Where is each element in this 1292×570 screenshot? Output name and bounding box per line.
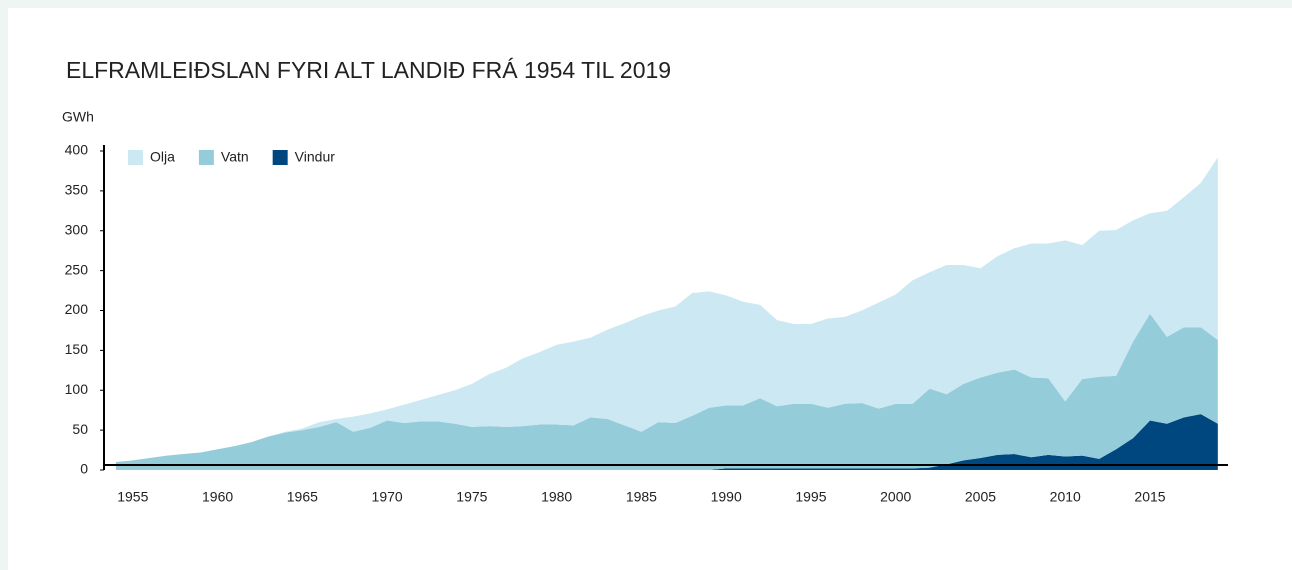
- legend-label: Olja: [150, 149, 175, 165]
- legend-swatch: [128, 150, 143, 165]
- y-tick-label: 0: [80, 461, 88, 477]
- chart-title: ELFRAMLEIÐSLAN FYRI ALT LANDIÐ FRÁ 1954 …: [66, 57, 671, 83]
- x-tick-label: 1970: [372, 489, 403, 505]
- x-tick-label: 1980: [541, 489, 572, 505]
- y-axis-label: GWh: [62, 109, 94, 125]
- x-tick-label: 2010: [1050, 489, 1081, 505]
- legend-label: Vatn: [221, 149, 249, 165]
- x-tick-label: 1975: [456, 489, 487, 505]
- y-tick-label: 150: [65, 341, 89, 357]
- x-tick-label: 1955: [117, 489, 148, 505]
- x-tick-label: 1960: [202, 489, 233, 505]
- y-tick-label: 100: [65, 381, 89, 397]
- y-tick-label: 400: [65, 142, 89, 158]
- legend-swatch: [198, 150, 214, 165]
- area: [115, 157, 1218, 463]
- x-tick-label: 2005: [965, 489, 996, 505]
- x-tick-label: 1965: [287, 489, 318, 505]
- legend-swatch: [272, 150, 288, 165]
- x-tick-label: 1990: [711, 489, 742, 505]
- y-tick-label: 200: [65, 301, 89, 317]
- area: [115, 313, 1218, 470]
- x-tick-label: 2000: [880, 489, 911, 505]
- x-tick-label: 1985: [626, 489, 657, 505]
- y-tick-label: 250: [65, 261, 89, 277]
- y-tick-label: 350: [65, 182, 89, 198]
- legend-label: Vindur: [295, 149, 336, 165]
- x-tick-label: 2015: [1134, 489, 1165, 505]
- x-tick-label: 1995: [795, 489, 826, 505]
- y-tick-label: 50: [72, 421, 88, 437]
- y-tick-label: 300: [65, 221, 89, 237]
